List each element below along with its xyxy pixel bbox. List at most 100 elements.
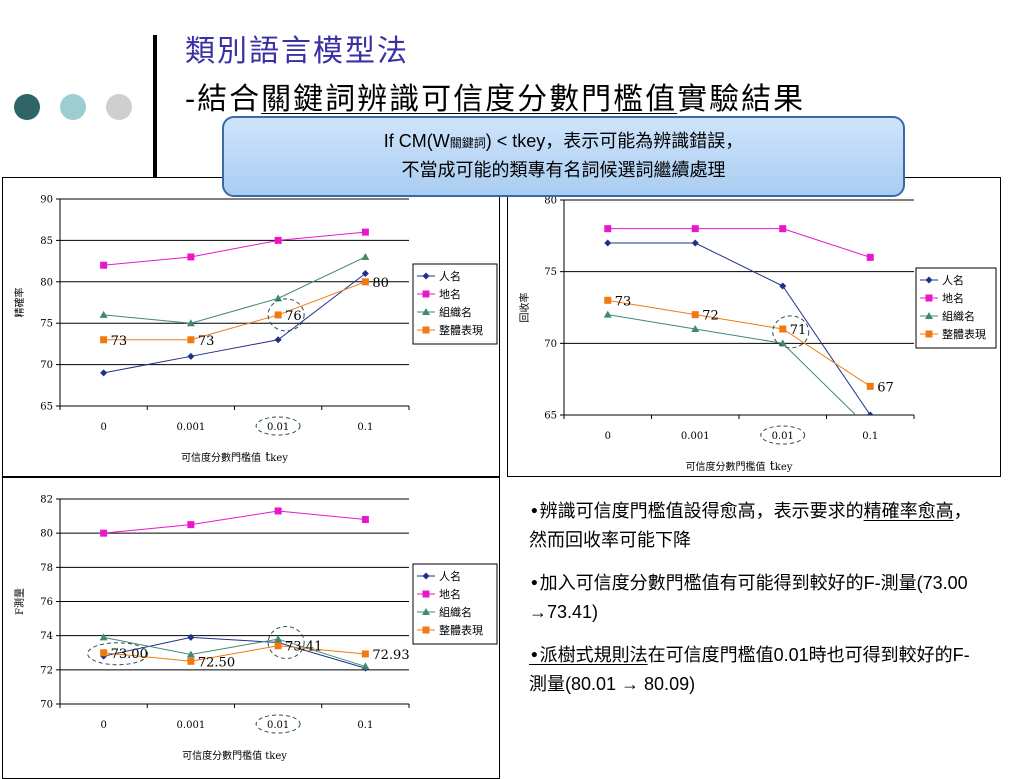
legend-label: 地名 xyxy=(439,587,461,601)
y-tick-label: 80 xyxy=(544,196,557,207)
y-tick-label: 70 xyxy=(40,700,53,711)
x-highlight-ellipse xyxy=(255,714,301,734)
y-tick-label: 80 xyxy=(40,277,53,288)
finding-3-underlined: •派樹式規則法 xyxy=(529,645,648,666)
y-tick-label: 75 xyxy=(544,267,557,278)
x-axis-label-main: 可信度分數門檻值 xyxy=(686,460,766,473)
legend-label: 人名 xyxy=(942,273,964,287)
data-point xyxy=(100,649,108,657)
data-label: 73.00 xyxy=(111,647,148,662)
finding-2-f: F- xyxy=(863,573,881,593)
title-divider xyxy=(153,35,157,178)
dot-grey xyxy=(106,94,132,120)
dot-light xyxy=(60,94,86,120)
y-tick-label: 78 xyxy=(40,563,53,574)
x-tick-label: 0 xyxy=(605,431,611,442)
y-tick-label: 70 xyxy=(544,339,557,350)
data-point xyxy=(604,225,612,233)
data-point xyxy=(99,310,108,318)
callout-line2: 不當成可能的類專有名詞候選詞繼續處理 xyxy=(401,160,726,181)
y-tick-label: 76 xyxy=(40,597,53,608)
data-point xyxy=(187,253,195,261)
legend-swatch-marker xyxy=(422,326,430,334)
data-point xyxy=(274,507,282,515)
data-label: 67 xyxy=(877,380,894,395)
x-tick-label: 0.01 xyxy=(772,431,794,442)
data-label: 72 xyxy=(702,309,719,324)
subtitle-prefix: -結合 xyxy=(185,82,262,117)
data-point xyxy=(691,225,699,233)
series-line xyxy=(103,645,366,662)
finding-1-text: •辨識可信度門檻值設得愈高，表示要求的 xyxy=(529,501,864,522)
finding-1-underlined: 精確率愈高 xyxy=(863,501,954,522)
data-point xyxy=(691,325,700,332)
x-highlight-ellipse xyxy=(255,416,301,436)
data-point xyxy=(604,239,612,247)
data-point xyxy=(274,635,283,643)
callout-subscript: 關鍵詞 xyxy=(449,136,486,150)
data-point xyxy=(187,352,195,360)
legend-swatch-marker xyxy=(925,330,933,338)
y-tick-label: 70 xyxy=(40,360,53,371)
data-point xyxy=(779,325,787,333)
x-axis-label-main: 可信度分數門檻值 xyxy=(181,451,261,464)
series-line xyxy=(103,256,366,324)
data-point xyxy=(361,252,370,260)
data-point xyxy=(274,336,282,344)
x-tick-label: 0.001 xyxy=(177,720,206,731)
data-point xyxy=(100,336,108,344)
legend-swatch-marker xyxy=(422,608,430,615)
series-group xyxy=(603,225,874,415)
legend-label: 整體表現 xyxy=(942,327,986,341)
data-label: 71 xyxy=(790,323,807,338)
legend-swatch-marker xyxy=(422,272,430,280)
series-line xyxy=(103,636,366,669)
legend-swatch-marker xyxy=(422,626,430,634)
x-axis-label-t: t xyxy=(265,450,271,465)
legend-label: 組織名 xyxy=(439,605,472,619)
x-axis-label-sub: key xyxy=(270,453,288,464)
data-point xyxy=(100,369,108,377)
finding-3-f: F- xyxy=(952,645,970,665)
findings-list: •辨識可信度門檻值設得愈高，表示要求的精確率愈高，然而回收率可能下降 •加入可信… xyxy=(529,497,979,713)
data-point xyxy=(100,261,108,269)
series-group xyxy=(99,228,370,377)
data-point xyxy=(779,225,787,233)
finding-3-text2: 時也可得到較好的 xyxy=(808,645,953,666)
data-point xyxy=(187,657,195,665)
x-tick-label: 0.01 xyxy=(267,720,289,731)
data-point xyxy=(187,633,195,641)
finding-2-values: (73.00 →73.41) xyxy=(529,573,968,622)
data-label: 72.50 xyxy=(198,655,235,670)
chart-f-measure-frame: 70 72 74 76 78 80 82 0 0.001 0.01 0.1 可信度分數門檻值 tkey… xyxy=(2,477,500,779)
x-tick-label: 0.1 xyxy=(862,431,878,442)
x-tick-label: 0 xyxy=(100,422,106,433)
data-point xyxy=(186,319,195,327)
y-tick-label: 90 xyxy=(40,195,53,206)
legend-swatch-marker xyxy=(925,276,933,284)
data-point xyxy=(187,336,195,344)
point-highlight-ellipse xyxy=(772,315,810,349)
data-point xyxy=(603,310,612,318)
callout-box: If CM(W關鍵詞) < tkey，表示可能為辨識錯誤， 不當成可能的類專有名… xyxy=(222,116,905,197)
legend-swatch-marker xyxy=(422,590,430,598)
finding-3-threshold: 0.01 xyxy=(773,645,809,665)
x-tick-label: 0.001 xyxy=(681,431,710,442)
data-point xyxy=(274,311,282,319)
y-tick-label: 82 xyxy=(40,495,53,506)
x-axis-label-t: t xyxy=(770,459,776,474)
data-point xyxy=(274,236,282,244)
subtitle-underlined: 關鍵詞辨識可信度分數門檻值 xyxy=(261,82,678,117)
y-tick-label: 75 xyxy=(40,319,53,330)
data-point xyxy=(604,296,612,304)
dot-dark xyxy=(14,94,40,120)
legend-label: 地名 xyxy=(942,291,964,305)
y-tick-label: 74 xyxy=(40,631,53,642)
point-highlight-ellipse xyxy=(267,298,305,332)
data-point xyxy=(691,311,699,319)
series-line xyxy=(607,228,871,258)
y-axis-label: F測量 xyxy=(13,588,26,615)
x-axis-label: 可信度分數門檻值 tkey xyxy=(182,749,287,762)
finding-1-tail: ，然而回收率可能下降 xyxy=(529,501,972,551)
